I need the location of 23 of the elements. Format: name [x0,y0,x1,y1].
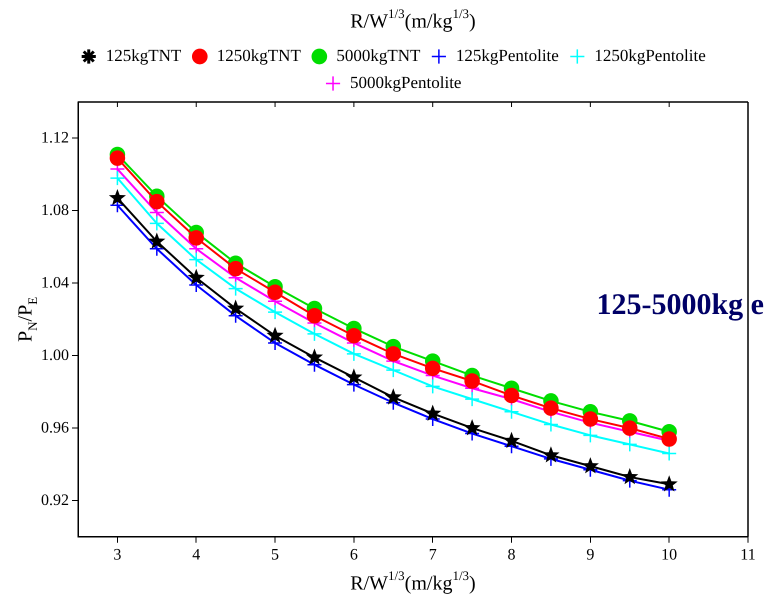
legend-label: 125kgTNT [106,46,182,65]
y-tick-label: 1.04 [41,274,69,292]
annotation: 125-5000kg e [596,288,764,322]
y-tick-label: 1.12 [41,129,69,146]
legend-label: 5000kgTNT [336,46,421,65]
y-tick-label: 1.00 [41,346,69,364]
legend-label: 125kgPentolite [456,46,559,65]
y-axis-title: PN/PE [14,296,40,342]
y-tick-label: 0.96 [41,419,69,436]
x-tick-label: 3 [113,546,122,564]
y-tick-label: 1.08 [41,202,69,219]
x-tick-label: 4 [192,546,200,564]
x-tick-label: 5 [271,546,280,564]
legend-label: 1250kgPentolite [594,46,706,65]
x-tick-label: 9 [586,546,594,564]
x-tick-label: 10 [661,546,678,564]
legend-label: 5000kgPentolite [350,72,462,92]
x-tick-label: 6 [350,546,358,564]
x-tick-label: 8 [508,546,516,564]
x-tick-label: 11 [740,546,756,564]
legend-label: 1250kgTNT [216,46,302,65]
y-tick-label: 0.92 [41,492,69,509]
x-tick-label: 7 [428,546,437,564]
